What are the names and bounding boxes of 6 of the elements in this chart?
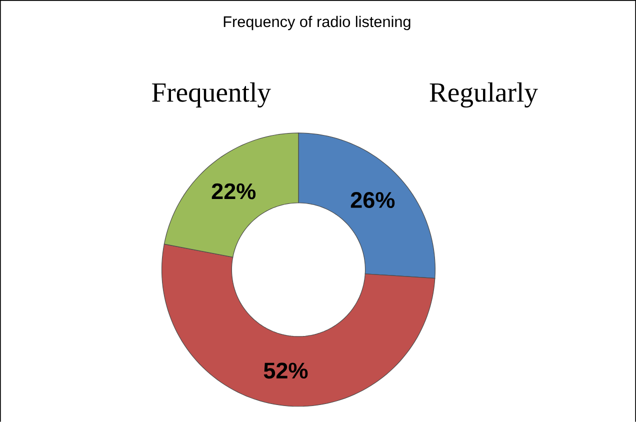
chart-title: Frequency of radio listening (224, 16, 410, 30)
slice-label: Frequently (152, 82, 271, 108)
data-label: 52% (264, 362, 308, 379)
slice-label: Regularly (430, 82, 538, 108)
data-label: 26% (350, 192, 395, 208)
data-label: 22% (212, 183, 256, 200)
